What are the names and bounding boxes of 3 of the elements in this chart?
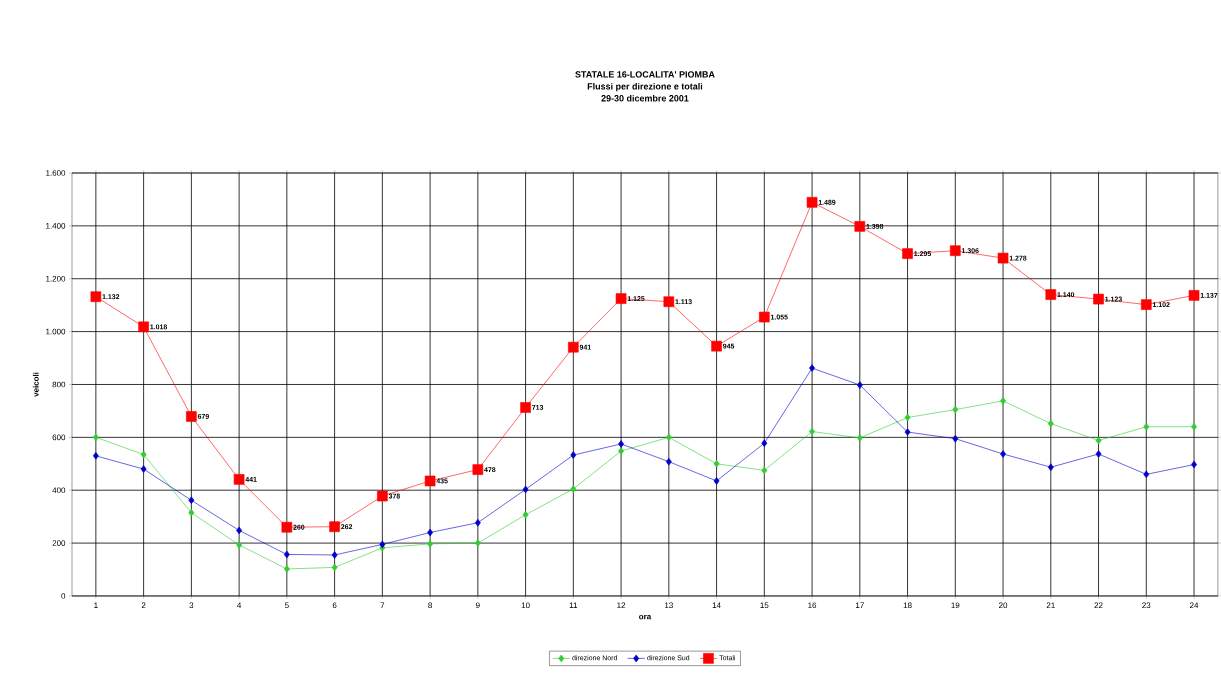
chart-title: STATALE 16-LOCALITA' PIOMBA: [575, 71, 715, 78]
chart-subtitle: Flussi per direzione e totali: [587, 82, 703, 92]
text: 29-30 dicembre 2001: [601, 94, 689, 102]
